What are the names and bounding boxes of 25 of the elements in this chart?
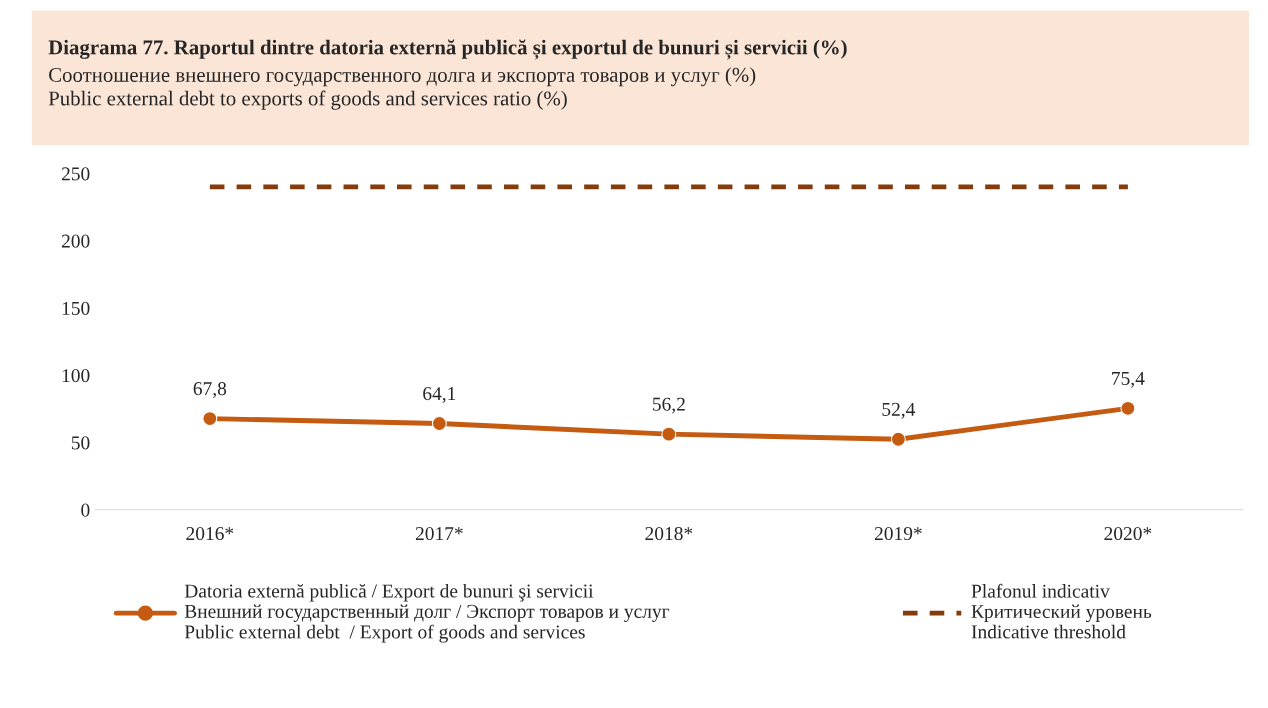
x-tick-label: 2019*: [874, 526, 922, 541]
point: [661, 426, 677, 442]
legend-label: Plafonul indicativ Критический уровень Indicative threshold: [971, 583, 1152, 639]
x-tick-label: 2020*: [1104, 526, 1152, 541]
y-tick-label: 200: [61, 234, 90, 248]
x-tick-label: 2018*: [645, 526, 693, 541]
data-label: 75,4: [1112, 371, 1145, 388]
data-label: 64,1: [423, 387, 456, 403]
x-tick-label: 2017*: [415, 526, 463, 541]
y-tick-label: 250: [61, 167, 90, 181]
data-label: 67,8: [193, 382, 227, 398]
y-tick-label: 0: [81, 503, 90, 517]
chart-title: Diagrama 77. Raportul dintre datoria externă publică și exportul de bunuri și servicii (%): [48, 39, 847, 60]
data-label: 52,4: [882, 402, 916, 419]
point: [1120, 400, 1136, 416]
y-tick-label: 150: [62, 301, 90, 315]
data-label: 56,2: [652, 397, 685, 414]
y-tick-label: 50: [71, 436, 90, 450]
y-tick-label: 100: [62, 369, 90, 383]
point: [890, 431, 906, 447]
point: [202, 411, 218, 427]
x-tick-label: 2016*: [186, 526, 234, 541]
chart-subtitle: Соотношение внешнего государственного долга и экспорта товаров и услуг (%) Public external debt to exports of goods and services ratio (%): [48, 67, 756, 110]
legend-label: Datoria externă publică / Export de bunuri şi servicii Внешний государственный долг / Экспорт товаров и услуг Public external debt / Export of goods and services: [184, 583, 670, 643]
point: [431, 416, 447, 431]
